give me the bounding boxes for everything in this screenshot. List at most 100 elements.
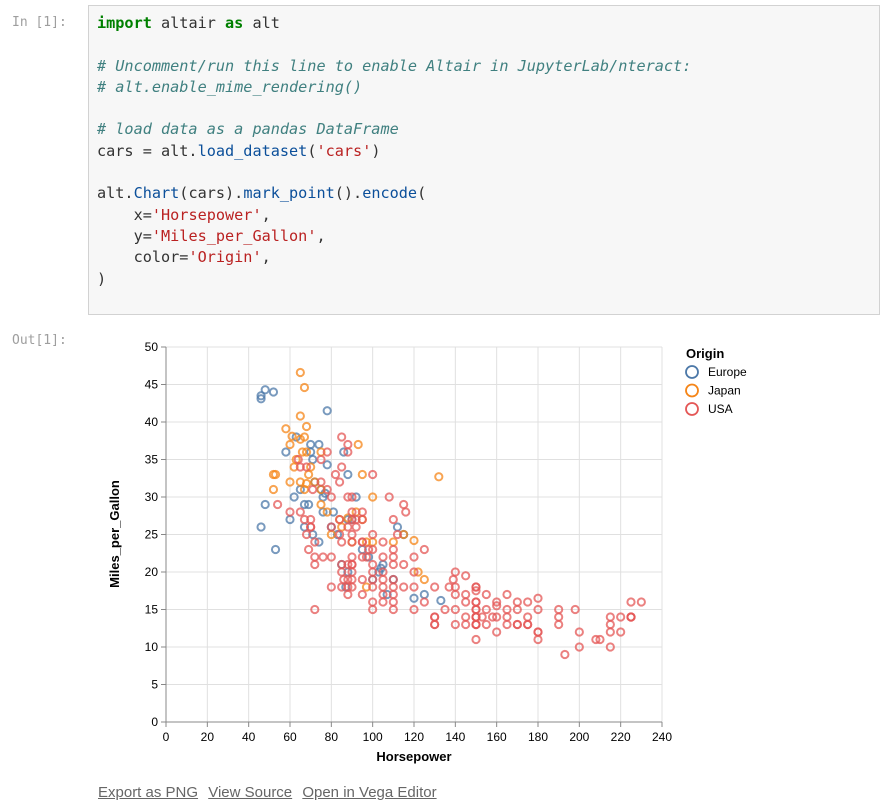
data-point [554, 612, 564, 622]
data-point [492, 612, 502, 622]
data-point [337, 582, 347, 592]
data-point [502, 589, 512, 600]
data-point [285, 477, 295, 487]
code-editor[interactable]: import altair as alt # Uncomment/run thi… [97, 13, 691, 290]
x-tick-label: 0 [163, 730, 170, 744]
data-point [481, 604, 491, 615]
data-point [301, 478, 312, 489]
data-point [388, 582, 398, 592]
data-point [626, 612, 636, 622]
data-point [444, 582, 454, 592]
data-point [316, 447, 326, 457]
data-point [320, 488, 330, 498]
data-point [306, 439, 316, 450]
data-point [378, 559, 388, 570]
data-point [281, 447, 291, 457]
data-point [481, 589, 491, 600]
data-point [273, 499, 283, 510]
data-point [471, 619, 481, 630]
x-tick-label: 180 [528, 730, 548, 744]
data-point [285, 507, 295, 517]
data-point [388, 597, 398, 607]
data-point [409, 552, 419, 562]
data-point [326, 529, 336, 540]
data-point [471, 597, 481, 607]
data-point [337, 462, 347, 472]
data-point [378, 597, 388, 607]
code-token: , [316, 226, 326, 245]
data-point [304, 499, 314, 510]
data-point [335, 529, 345, 540]
code-token: ) [97, 269, 107, 288]
data-point [378, 589, 388, 600]
data-point [322, 507, 332, 517]
data-point [636, 597, 646, 607]
data-point [368, 469, 378, 480]
data-point [376, 563, 386, 573]
data-point [388, 552, 398, 562]
data-point [616, 627, 626, 637]
data-point [554, 604, 564, 615]
open-vega-editor-link[interactable]: Open in Vega Editor [302, 784, 437, 801]
data-point [471, 582, 481, 592]
data-point [570, 604, 580, 615]
data-point [287, 431, 297, 441]
data-point [295, 411, 305, 421]
data-point [306, 462, 316, 472]
data-point [419, 574, 429, 585]
y-tick-label: 50 [145, 340, 159, 354]
data-point [471, 582, 481, 592]
data-point [492, 627, 502, 637]
data-point [533, 627, 543, 637]
code-token: encode [362, 184, 418, 203]
code-token: altair [151, 14, 226, 32]
data-point [353, 439, 363, 450]
data-point [306, 514, 316, 525]
data-point [343, 522, 353, 532]
export-png-link[interactable]: Export as PNG [98, 784, 199, 801]
data-point [512, 619, 522, 630]
code-token: 'cars' [316, 141, 372, 160]
data-point [487, 612, 498, 622]
data-point [339, 447, 349, 457]
data-point [306, 447, 316, 457]
data-point [368, 574, 378, 585]
view-source-link[interactable]: View Source [208, 784, 293, 801]
data-point [368, 597, 378, 607]
data-point [368, 544, 378, 555]
data-point [308, 454, 318, 465]
data-point [306, 522, 316, 532]
legend-label: Europe [708, 365, 747, 379]
data-point [361, 537, 372, 547]
x-tick-label: 20 [201, 730, 215, 744]
data-point [605, 619, 615, 630]
data-point [533, 604, 543, 615]
data-point [347, 514, 357, 525]
code-line: # Uncomment/run this line to enable Alta… [97, 57, 691, 75]
data-point [295, 462, 305, 472]
code-token: load_dataset [197, 141, 308, 160]
code-token: 'Horsepower' [151, 205, 262, 224]
code-cell[interactable]: import altair as alt # Uncomment/run thi… [88, 5, 880, 315]
data-point [347, 507, 357, 517]
data-point [301, 462, 312, 472]
data-point [293, 454, 303, 465]
data-point [368, 574, 378, 585]
data-point [368, 537, 378, 547]
data-point [357, 544, 367, 555]
data-point [448, 574, 458, 585]
data-point [326, 492, 336, 502]
data-point [409, 567, 419, 577]
data-point [574, 627, 584, 637]
data-point [378, 552, 388, 562]
data-point [343, 447, 353, 457]
data-point [328, 507, 338, 517]
data-point [388, 559, 398, 570]
data-point [326, 522, 336, 532]
data-point [351, 514, 361, 525]
data-point [419, 597, 429, 607]
data-point [502, 604, 512, 615]
data-point [409, 535, 419, 546]
data-point [388, 514, 398, 525]
data-point [368, 567, 378, 577]
